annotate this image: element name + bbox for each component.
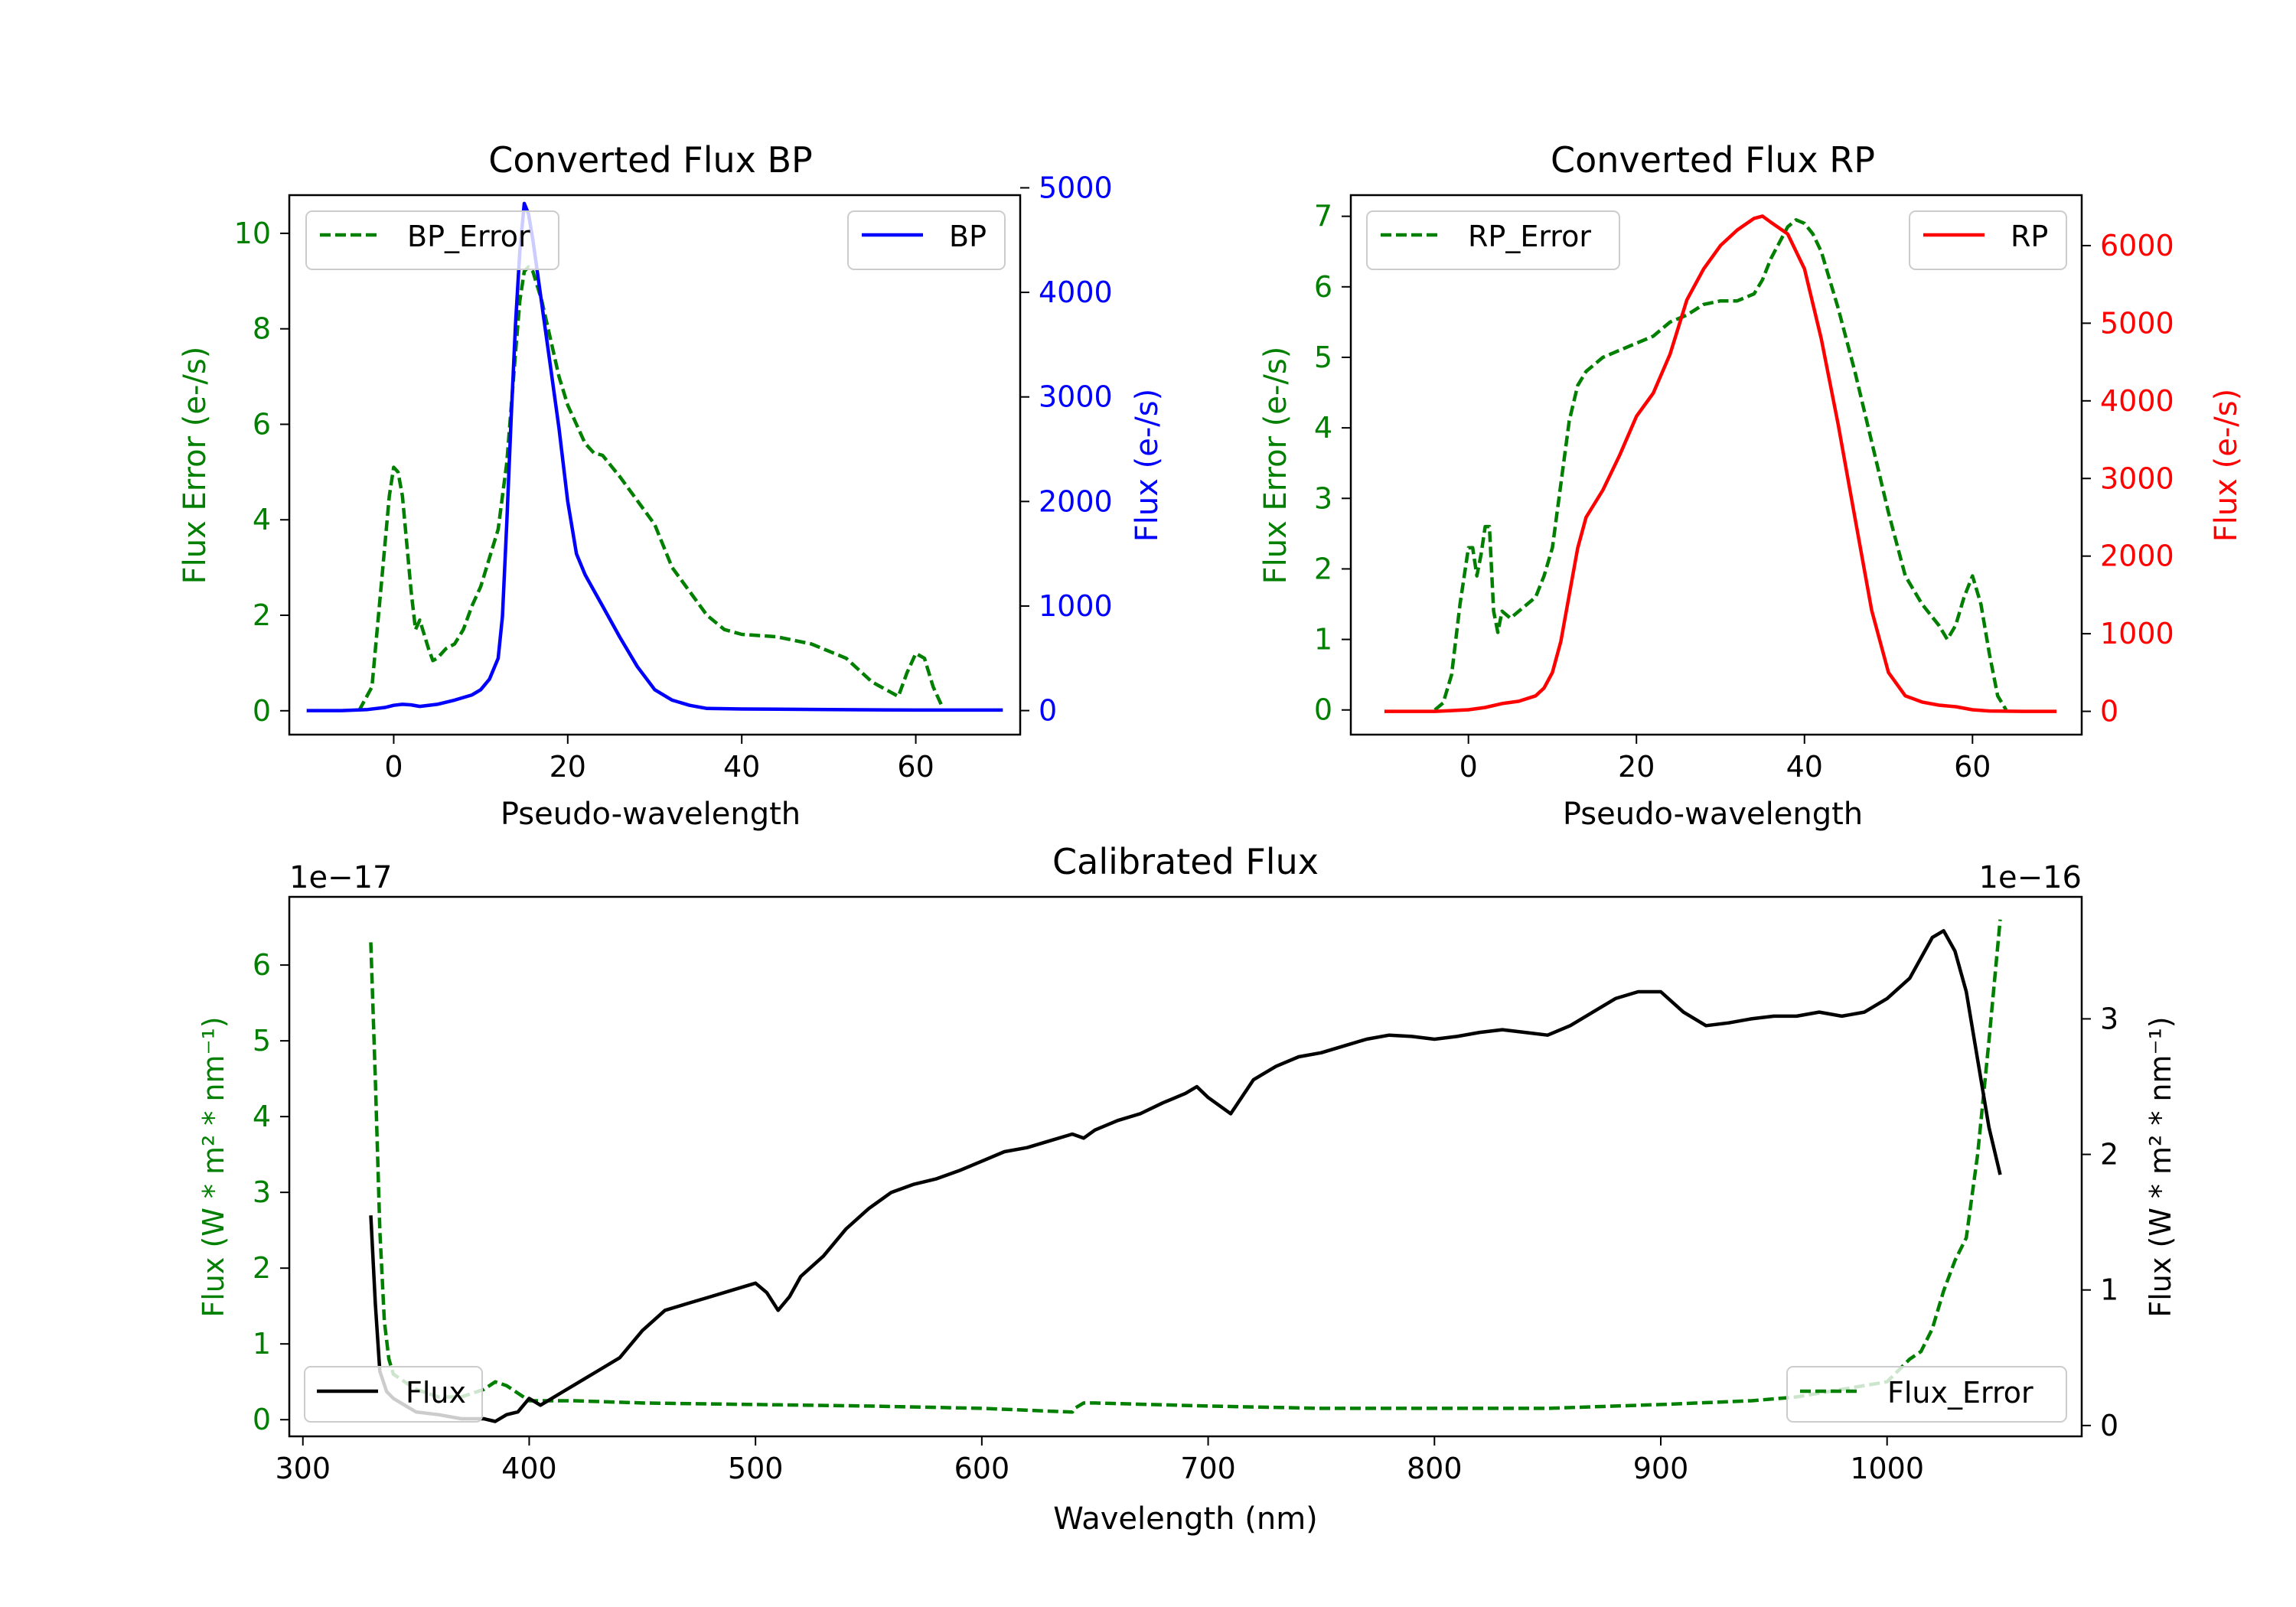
chart-rp-ytick-left-label: 7 [1314,200,1332,233]
chart-rp-legend-right-label: RP [2011,220,2048,253]
chart-rp-xtick-label: 60 [1954,750,1991,784]
chart-cal-ytick-left-label: 5 [253,1024,271,1058]
chart-cal-ytick-right-label: 3 [2100,1002,2118,1035]
chart-cal-xtick-label: 400 [501,1452,557,1485]
chart-cal-xtick-label: 300 [275,1452,331,1485]
chart-cal-ytick-left-label: 0 [253,1403,271,1436]
chart-rp-xtick-label: 20 [1618,750,1655,784]
chart-cal-offset-right: 1e−16 [1979,860,2082,895]
chart-cal-ylabel-right: Flux (W * m² * nm⁻¹) [2144,1016,2177,1317]
chart-cal-title: Calibrated Flux [1052,841,1319,882]
chart-bp-ytick-right-label: 5000 [1039,171,1113,204]
chart-rp-ytick-right-label: 3000 [2100,461,2174,495]
chart-cal-xtick-label: 800 [1407,1452,1463,1485]
chart-bp-ytick-left-label: 0 [253,694,271,728]
chart-rp-xtick-label: 40 [1786,750,1823,784]
chart-cal-legend-left-label: Flux [406,1376,466,1410]
chart-cal-ytick-left-label: 6 [253,948,271,982]
chart-bp-ylabel-right: Flux (e-/s) [1130,389,1165,542]
chart-bp: Converted Flux BP Pseudo-wavelength Flux… [178,139,1165,832]
chart-rp-ytick-left-label: 6 [1314,270,1332,304]
chart-bp-legend-right: BP [847,210,1006,270]
chart-bp-xtick-label: 20 [550,750,586,784]
chart-bp-ytick-left-label: 2 [253,598,271,632]
chart-rp-title: Converted Flux RP [1551,139,1875,181]
chart-bp-xtick-label: 0 [384,750,403,784]
chart-bp-ytick-right-label: 3000 [1039,380,1113,414]
chart-rp-xtick-label: 0 [1459,750,1478,784]
chart-cal-xtick-label: 1000 [1850,1452,1924,1485]
chart-rp-frame [1349,194,2083,736]
chart-cal-xlabel: Wavelength (nm) [1053,1501,1318,1537]
chart-bp-ytick-right-label: 0 [1039,694,1057,728]
chart-bp-title: Converted Flux BP [488,139,813,181]
chart-bp-ytick-left-label: 6 [253,407,271,441]
chart-bp-ytick-right-label: 4000 [1039,275,1113,309]
chart-cal-ytick-left-label: 1 [253,1327,271,1361]
chart-cal-series-flux [369,929,2002,1423]
chart-rp-ytick-right-label: 1000 [2100,617,2174,650]
chart-rp-ylabel-left: Flux Error (e-/s) [1258,347,1293,585]
chart-bp-legend-right-label: BP [949,220,987,253]
chart-rp-ytick-left-label: 3 [1314,481,1332,515]
chart-rp-ytick-right-label: 4000 [2100,384,2174,418]
chart-rp-xlabel: Pseudo-wavelength [1563,797,1863,832]
chart-rp-ytick-right-label: 0 [2100,695,2118,729]
chart-rp-legend-right: RP [1909,210,2067,270]
chart-cal-ytick-left-label: 4 [253,1100,271,1133]
chart-cal-legend-right: Flux_Error [1786,1366,2067,1423]
chart-bp-ytick-left-label: 8 [253,312,271,346]
chart-cal-legend-right-label: Flux_Error [1887,1376,2033,1410]
chart-rp-ytick-left-label: 4 [1314,411,1332,445]
chart-cal-offset-left: 1e−17 [289,860,392,895]
chart-bp-xtick-label: 60 [897,750,934,784]
chart-bp-ytick-right-label: 1000 [1039,589,1113,623]
chart-cal-ytick-left-label: 2 [253,1251,271,1285]
chart-bp-legend-left: BP_Error [305,210,559,270]
chart-bp-ylabel-left: Flux Error (e-/s) [178,347,213,585]
chart-cal-ytick-right-label: 0 [2100,1409,2118,1442]
chart-rp-series-rp-error [1433,218,2008,712]
chart-rp-ytick-left-label: 5 [1314,341,1332,374]
chart-rp-ytick-left-label: 0 [1314,693,1332,727]
chart-cal-xtick-label: 900 [1633,1452,1689,1485]
chart-rp-legend-left-label: RP_Error [1468,220,1591,253]
chart-bp-legend-left-label: BP_Error [407,220,530,253]
chart-rp-ytick-left-label: 2 [1314,552,1332,585]
chart-cal-ytick-right-label: 1 [2100,1273,2118,1307]
chart-bp-series-bp-error [357,265,944,712]
chart-cal-frame [288,895,2083,1438]
chart-cal-ytick-left-label: 3 [253,1175,271,1209]
chart-rp-ytick-right-label: 6000 [2100,229,2174,262]
chart-rp-ytick-right-label: 5000 [2100,306,2174,340]
chart-cal-ylabel-left: Flux (W * m² * nm⁻¹) [197,1016,230,1317]
chart-bp-ytick-left-label: 10 [234,217,271,250]
chart-cal-legend-left: Flux [304,1366,483,1423]
chart-rp-ytick-left-label: 1 [1314,623,1332,657]
chart-rp-legend-left: RP_Error [1366,210,1620,270]
chart-bp-xtick-label: 40 [723,750,760,784]
chart-cal-ytick-right-label: 2 [2100,1138,2118,1172]
chart-cal-xtick-label: 600 [954,1452,1010,1485]
chart-bp-ytick-right-label: 2000 [1039,484,1113,518]
chart-rp-ylabel-right: Flux (e-/s) [2209,389,2244,542]
chart-bp-ytick-left-label: 4 [253,503,271,536]
chart-calibrated: Calibrated Flux Wavelength (nm) Flux (W … [197,841,2177,1537]
chart-cal-xtick-label: 700 [1180,1452,1236,1485]
chart-bp-xlabel: Pseudo-wavelength [501,797,801,832]
chart-rp: Converted Flux RP Pseudo-wavelength Flux… [1258,139,2244,832]
chart-rp-series-rp [1384,214,2057,713]
chart-rp-ytick-right-label: 2000 [2100,539,2174,573]
chart-bp-frame [288,194,1022,736]
chart-cal-xtick-label: 500 [728,1452,784,1485]
